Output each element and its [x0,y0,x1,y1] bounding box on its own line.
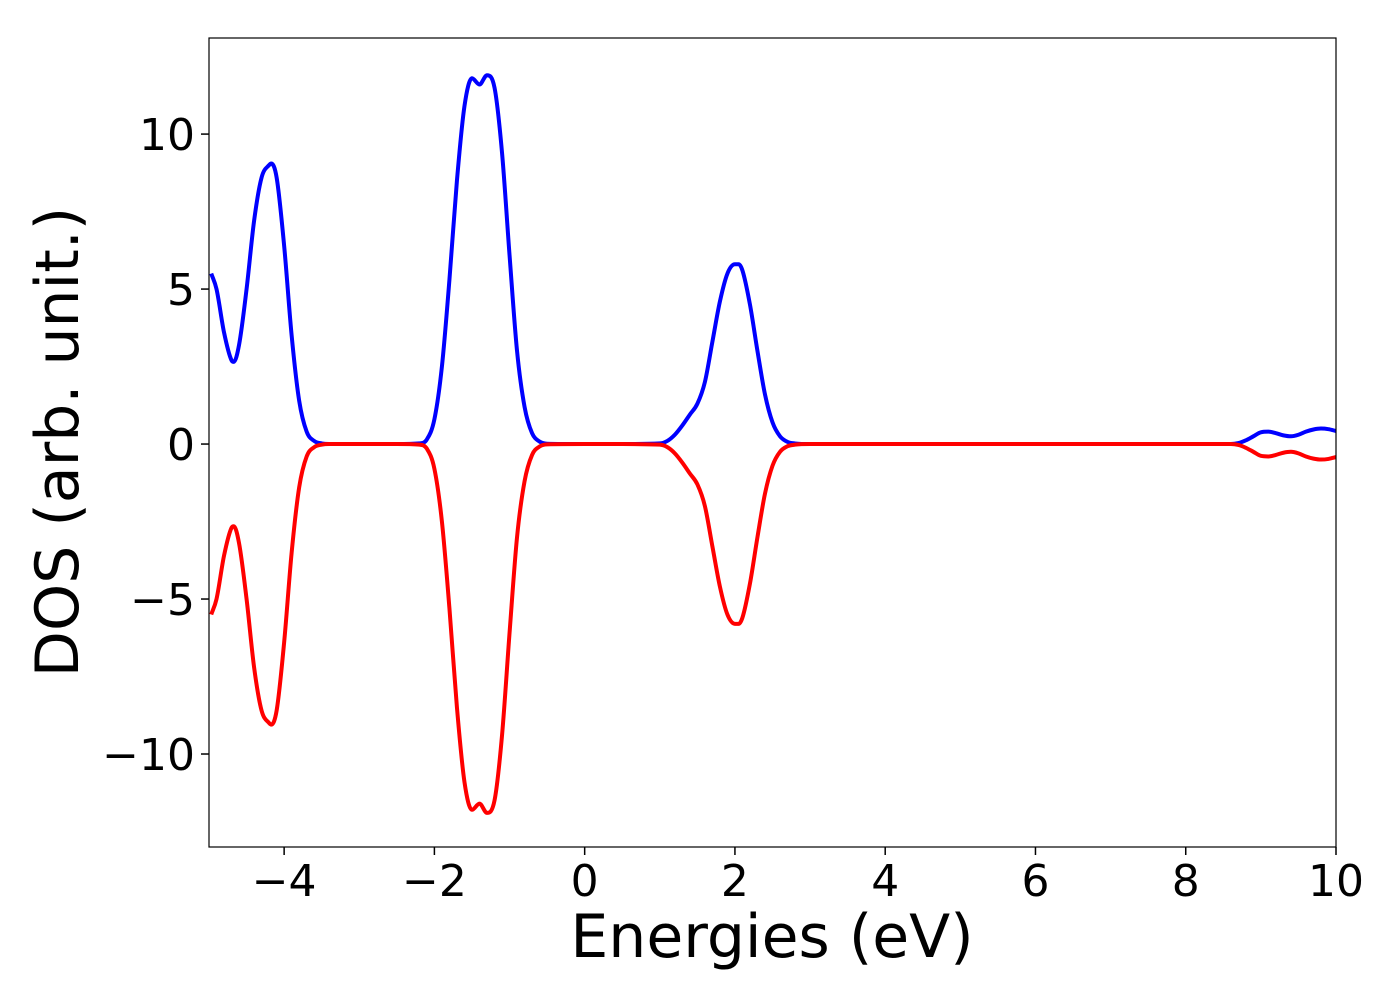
series-layer [209,73,1336,815]
series-line-spin-up [209,73,1336,447]
y-tick-label: 5 [167,265,195,316]
y-axis-title: DOS (arb. unit.) [23,207,93,677]
x-axis-ticks: −4 −2 0 2 4 6 8 10 [252,847,1364,907]
x-tick-label: −4 [252,856,317,907]
x-tick-label: 8 [1172,856,1200,907]
y-tick-label: 10 [139,110,195,161]
x-tick-label: −2 [402,856,467,907]
series-line-spin-down [209,442,1336,815]
plot-frame [208,37,1337,848]
y-tick-label: 0 [167,420,195,471]
x-tick-label: 4 [871,856,899,907]
x-tick-label: 2 [721,856,749,907]
x-tick-label: 6 [1021,856,1049,907]
x-axis-title: Energies (eV) [570,902,973,972]
x-tick-label: 10 [1308,856,1364,907]
x-tick-label: 0 [571,856,599,907]
y-axis-ticks: −10 −5 0 5 10 [102,110,209,781]
y-tick-label: −5 [130,575,195,626]
y-tick-label: −10 [102,730,195,781]
